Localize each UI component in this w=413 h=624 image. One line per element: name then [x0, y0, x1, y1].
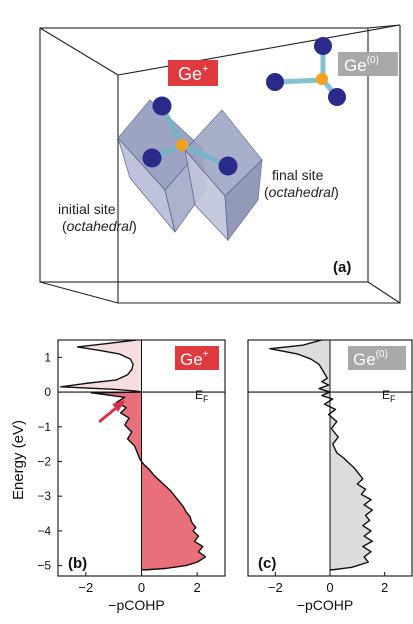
- final-site-sublabel: (octahedral): [264, 184, 339, 200]
- cohp-fill-unoccupied: [60, 340, 142, 393]
- x-tick-label: −2: [78, 580, 93, 595]
- chart-panel-c: −2 0 2 −pCOHP (c) Ge(0) EF: [247, 339, 413, 613]
- y-tick-label: 1: [44, 350, 51, 364]
- annotation-arrow-head: [112, 400, 126, 412]
- atoms: [142, 37, 346, 176]
- y-tick-label: −5: [37, 559, 51, 573]
- fermi-level-label: EF: [195, 388, 209, 404]
- x-axis-label: −pCOHP: [108, 597, 164, 613]
- final-site-label: final site: [272, 167, 324, 183]
- panel-label: (c): [258, 555, 276, 572]
- te-atom: [314, 37, 332, 55]
- panel-label: (b): [68, 555, 87, 572]
- svg-text:Ge(0): Ge(0): [344, 55, 379, 75]
- te-atom: [152, 96, 172, 116]
- te-atom: [266, 73, 284, 91]
- te-atom: [218, 156, 238, 176]
- y-tick-label: 0: [44, 385, 51, 399]
- cubic-cell-box: [39, 24, 401, 304]
- te-atom: [142, 148, 162, 168]
- species-tag-text: Ge(0): [353, 349, 388, 369]
- x-tick-label: 0: [326, 580, 333, 595]
- ge-plus-tag: Ge+: [168, 60, 218, 86]
- x-tick-label: −2: [268, 580, 283, 595]
- octahedron-final: [184, 109, 263, 242]
- initial-site-sublabel: (octahedral): [62, 218, 137, 234]
- y-tick-label: −2: [37, 454, 51, 468]
- chart-panel-b: −2 0 2 1 0 −1 −2 −3 −4 −5 −pCOHP (b) Ge+ EF: [37, 339, 226, 613]
- y-tick-label: −4: [37, 524, 51, 538]
- species-tag: [175, 346, 219, 370]
- panel-a-label: (a): [333, 259, 351, 276]
- y-tick-label: −1: [37, 420, 51, 434]
- cohp-fill-occupied: [321, 392, 373, 570]
- te-atom: [328, 88, 346, 106]
- svg-text:Ge+: Ge+: [178, 63, 208, 84]
- fermi-level-label: EF: [382, 388, 396, 404]
- x-tick-label: 2: [381, 580, 388, 595]
- cohp-fill-occupied: [91, 392, 206, 570]
- x-axis-label: −pCOHP: [297, 597, 353, 613]
- x-tick-label: 0: [138, 580, 145, 595]
- species-tag-text: Ge+: [180, 349, 209, 369]
- ge-atom-initial: [176, 139, 188, 151]
- y-tick-label: −3: [37, 489, 51, 503]
- ge0-tag: Ge(0): [338, 52, 398, 76]
- plot-area: [269, 340, 374, 571]
- cohp-curve: [60, 340, 207, 571]
- x-tick-label: 2: [194, 580, 201, 595]
- initial-site-label: initial site: [58, 201, 116, 217]
- species-tag: [348, 346, 406, 370]
- cohp-curve: [269, 340, 374, 571]
- ge-atom-final: [316, 73, 328, 85]
- y-axis-label: Energy (eV): [10, 420, 27, 500]
- plot-area: [60, 340, 207, 571]
- cohp-fill-unoccupied: [269, 340, 330, 393]
- panel-a: Ge+ Ge(0) initial site (octahedral) fina…: [39, 24, 401, 304]
